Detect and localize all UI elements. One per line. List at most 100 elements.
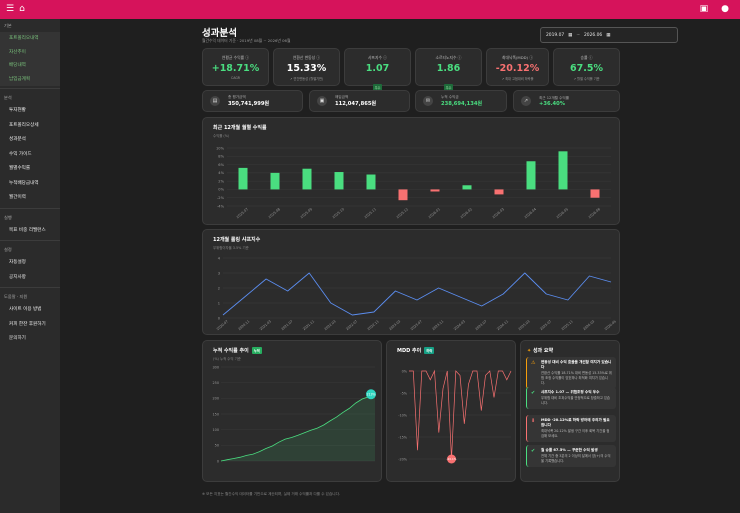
kpi-title: 샤프지수 ⓘ	[368, 55, 387, 60]
user-icon[interactable]: ●	[721, 4, 729, 14]
sidebar-item[interactable]: 월별수익률	[9, 166, 31, 171]
bar[interactable]	[430, 189, 440, 192]
bar[interactable]	[238, 167, 248, 190]
bar[interactable]	[398, 189, 408, 201]
stat-label: 누적 수익금	[441, 95, 459, 99]
kpi-card: 승률 ⓘ 67.5% ↗ 월별 수익률 기준	[553, 48, 620, 86]
x-tick-label: 2022.07	[345, 319, 358, 331]
calendar-icon[interactable]: ▦	[568, 32, 573, 38]
home-icon[interactable]: ⌂	[19, 4, 25, 14]
sidebar-item[interactable]: 성과분석	[9, 137, 26, 142]
sharpe-line-chart: 0 1 2 3 4 2020.07 2020.11 2021.03 2021.07 2021.11…	[216, 256, 617, 331]
bar[interactable]	[366, 174, 376, 190]
stat-card: ▣ 매입금액 112,047,865원	[309, 90, 410, 112]
y-tick-label: 0%	[218, 188, 224, 192]
insight-text: 연환산 수익률 18.71% 대비 변동성 15.33%로 위험 조정 수익률이…	[541, 371, 612, 385]
bulb-icon: ✦	[527, 348, 532, 354]
x-tick-label: 2021.03	[259, 319, 272, 331]
stat-card: ✉ 누적 수익금 238,694,134원	[415, 90, 507, 112]
stat-label: 총 평가금액	[228, 95, 246, 99]
y-tick-label: 100	[213, 428, 219, 432]
insight-item: ✔ 샤프지수 1.07 — 위험조정 수익 우수 무위험 대비 초과수익을 안정적으…	[526, 387, 616, 409]
kpi-sub: CAGR	[230, 76, 241, 80]
date-range-picker[interactable]: 2019.07 ▦ ~ 2026.06 ▦	[540, 27, 678, 43]
bar[interactable]	[270, 172, 280, 190]
down-icon: ⬇	[531, 418, 536, 424]
y-tick-label: 0	[218, 316, 221, 320]
sidebar-item[interactable]: 공지사항	[9, 274, 26, 280]
sidebar-subitem[interactable]: 포트폴리오내역	[9, 36, 39, 41]
mdd-line-chart: 0% -5% -10% -15% -20% -20.1%	[398, 369, 512, 464]
x-tick-label: 2026.06	[588, 207, 601, 219]
sharpe-line[interactable]	[222, 272, 612, 316]
sharpe-card: 12개월 롤링 샤프지수 무위험이자율 3.5% 기준 0 1 2 3 4 2020.07…	[202, 229, 620, 335]
y-tick-label: 300	[213, 365, 219, 369]
mdd-line[interactable]	[409, 369, 512, 460]
insight-title-text: 성과 요약	[532, 348, 554, 354]
sidebar-subitem[interactable]: 자산추이	[9, 49, 26, 55]
x-tick-label: 2026.03	[582, 319, 595, 331]
insight-heading: 샤프지수 1.07 — 위험조정 수익 우수	[541, 390, 600, 394]
sidebar-item[interactable]: 누적배당금내역	[9, 180, 39, 186]
sidebar-item[interactable]: 문의하기	[9, 336, 26, 341]
bar[interactable]	[494, 189, 504, 195]
insight-text: 전체 기간 중 3분의 2 이상의 달에서 양(+)의 수익을 기록했습니다.	[541, 454, 611, 463]
y-tick-label: 2	[218, 286, 220, 290]
x-tick-label: 2025.09	[300, 207, 313, 219]
x-tick-label: 2025.11	[561, 319, 574, 331]
sidebar-item[interactable]: 커피 한잔 후원하기	[9, 321, 46, 327]
x-tick-label: 2026.06	[604, 319, 617, 331]
camera-icon[interactable]: ▣	[699, 4, 709, 14]
chart-title: 12개월 롤링 샤프지수	[213, 237, 261, 243]
monthly-return-card: 최근 12개월 월별 수익률 수익률 (%) -4% -2% 0% 2% 4% 6% 8% 1…	[202, 117, 620, 225]
x-tick-label: 2024.03	[453, 319, 466, 331]
sidebar-item[interactable]: 자동설정	[9, 260, 26, 265]
x-tick-label: 2023.11	[431, 319, 444, 331]
chart-title: MDD 추이 하락	[397, 347, 435, 354]
y-tick-label: -5%	[400, 391, 407, 395]
sidebar-subitem[interactable]: 배당내역	[9, 63, 26, 68]
date-from[interactable]: 2019.07	[546, 32, 565, 38]
sidebar-section-label: 분석	[4, 95, 12, 100]
y-tick-label: -4%	[217, 204, 225, 208]
sidebar-item[interactable]: 포트폴리오상세	[9, 122, 39, 128]
stat-text: 누적 수익금 238,694,134원	[441, 95, 482, 107]
kpi-value: -20.12%	[495, 63, 540, 74]
bar[interactable]	[302, 168, 312, 190]
bar[interactable]	[590, 189, 600, 198]
sidebar-item[interactable]: 목표 비중 리밸런스	[9, 227, 46, 233]
y-tick-label: 250	[213, 381, 219, 385]
kpi-badge: 우수	[372, 84, 383, 91]
chart-title: 누적 수익률 추이 누적	[213, 347, 262, 354]
cumulative-line[interactable]	[220, 393, 376, 462]
bar[interactable]	[462, 185, 472, 190]
date-to[interactable]: 2026.06	[584, 32, 603, 38]
page-subtitle: 월간수익 데이터 기준 · 2019년 08월 ~ 2026년 06월	[202, 38, 291, 43]
kpi-title: 승률 ⓘ	[580, 55, 593, 60]
divider	[0, 240, 60, 241]
stat-text: 총 평가금액 350,741,999원	[228, 95, 269, 107]
sidebar-subitem[interactable]: 납입금계획	[9, 76, 31, 82]
x-tick-label: 2021.07	[281, 319, 294, 331]
cumulative-card: 누적 수익률 추이 누적 (%) 누적 수익 기준 0 50 100 150 200 250…	[202, 340, 382, 482]
x-tick-label: 2022.11	[367, 319, 380, 331]
x-tick-label: 2025.07	[236, 207, 249, 219]
main-content: 성과분석 월간수익 데이터 기준 · 2019년 08월 ~ 2026년 06월…	[60, 19, 740, 513]
sidebar-item[interactable]: 투자현황	[9, 108, 26, 113]
sidebar-item[interactable]: 월간이력	[9, 195, 26, 200]
menu-icon[interactable]: ☰	[6, 4, 15, 14]
end-marker	[366, 389, 376, 400]
bar[interactable]	[526, 161, 536, 190]
x-tick-label: 2022.03	[324, 319, 337, 331]
bar[interactable]	[334, 172, 344, 190]
kpi-card: 연평균 수익률 ⓘ +18.71% CAGR	[202, 48, 269, 86]
bar[interactable]	[558, 151, 568, 190]
monthly-bar-chart: -4% -2% 0% 2% 4% 6% 8% 10% 2025.07 2025.08 2025.09…	[216, 146, 611, 219]
sidebar-item[interactable]: 수익 가이드	[9, 151, 32, 157]
calendar-icon[interactable]: ▦	[606, 32, 611, 38]
kpi-card: 최대낙폭(MDD) ⓘ -20.12% ↗ 최대 고점대비 하락률	[486, 48, 549, 86]
sidebar-item[interactable]: 사이트 이용 방법	[9, 307, 42, 312]
x-tick-label: 2026.01	[428, 207, 441, 219]
y-tick-label: 200	[213, 397, 219, 401]
